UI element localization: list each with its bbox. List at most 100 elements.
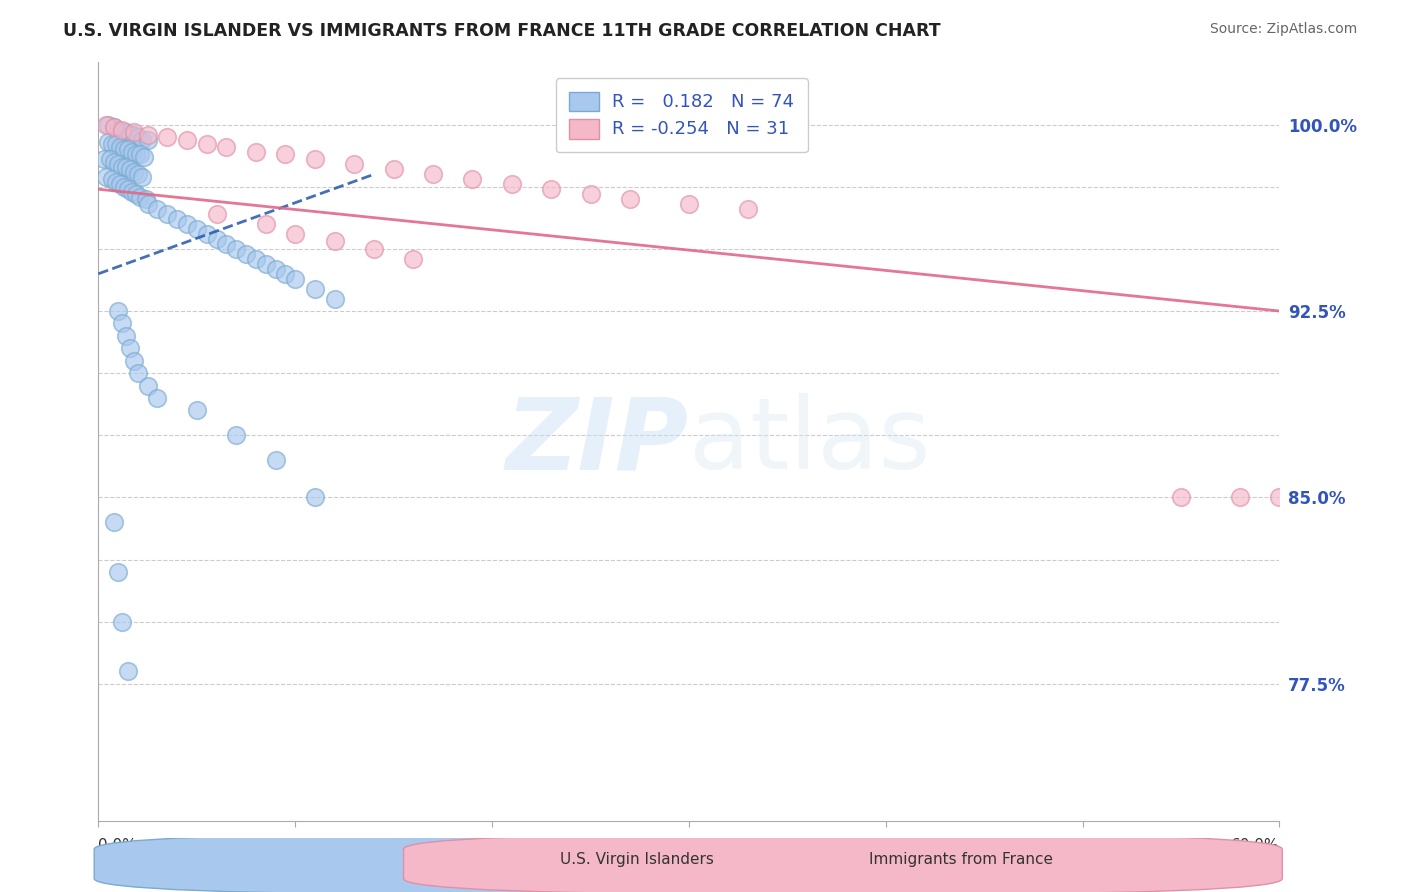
Point [136,378,159,392]
Point [195,227,218,241]
Point [127,366,149,380]
Point [579,187,602,202]
Point [284,227,307,241]
Point [103,120,125,134]
Point [343,157,366,171]
Point [186,403,208,417]
Point [101,172,124,186]
Point [304,491,326,505]
Point [121,145,143,159]
Point [111,160,134,174]
Point [132,150,155,164]
Point [225,242,247,256]
Point [186,222,208,236]
Point [235,247,257,261]
Point [176,217,198,231]
Point [245,252,267,266]
Point [225,428,247,442]
Point [619,192,641,206]
Legend: R =   0.182   N = 74, R = -0.254   N = 31: R = 0.182 N = 74, R = -0.254 N = 31 [555,78,807,152]
Point [125,147,148,161]
Point [274,267,297,281]
Point [678,197,700,211]
Point [195,137,218,152]
FancyBboxPatch shape [404,833,1282,892]
Point [264,261,287,276]
Point [501,178,523,192]
Point [98,153,121,167]
Point [146,391,169,405]
Point [382,162,405,177]
Point [540,182,562,196]
Point [96,169,118,184]
Text: U.S. VIRGIN ISLANDER VS IMMIGRANTS FROM FRANCE 11TH GRADE CORRELATION CHART: U.S. VIRGIN ISLANDER VS IMMIGRANTS FROM … [63,22,941,40]
Point [131,169,153,184]
Point [112,143,135,157]
Point [127,167,149,181]
Point [205,207,228,221]
Point [128,147,150,161]
Text: 0.0%: 0.0% [98,838,138,853]
Point [176,132,198,146]
Point [108,140,131,154]
Point [105,175,128,189]
Text: U.S. Virgin Islanders: U.S. Virgin Islanders [560,853,713,867]
Point [97,118,120,132]
Point [97,135,120,149]
Point [112,179,135,194]
Point [461,172,484,186]
FancyBboxPatch shape [94,833,973,892]
Point [254,217,277,231]
Point [254,257,277,271]
Point [101,137,124,152]
Point [127,130,149,145]
Point [156,130,179,145]
Text: ZIP: ZIP [506,393,689,490]
Point [1229,491,1251,505]
Point [131,132,153,146]
Point [111,615,134,629]
Point [107,565,129,579]
Text: Immigrants from France: Immigrants from France [869,853,1053,867]
Point [737,202,759,216]
Point [103,120,125,134]
Point [205,232,228,246]
Point [1268,491,1291,505]
Point [103,516,125,530]
Point [93,153,115,167]
Point [121,185,143,199]
Text: Source: ZipAtlas.com: Source: ZipAtlas.com [1209,22,1357,37]
Point [122,353,145,368]
Point [111,122,134,136]
Point [323,292,346,306]
Point [284,271,307,285]
Point [107,304,129,318]
Point [402,252,425,266]
Text: atlas: atlas [689,393,931,490]
Point [96,118,118,132]
Point [111,317,134,331]
Point [111,125,134,139]
Point [107,157,129,171]
Point [103,154,125,169]
Point [136,128,159,142]
Point [118,162,141,177]
Point [117,665,139,679]
Point [117,182,139,196]
Point [107,122,129,136]
Point [274,147,297,161]
Point [135,192,157,206]
Point [1170,491,1192,505]
Point [156,207,179,221]
Point [304,153,326,167]
Point [304,282,326,296]
Point [245,145,267,159]
Point [118,128,141,142]
Point [122,128,145,142]
Point [105,137,128,152]
Point [264,453,287,467]
Point [136,132,159,146]
Point [115,329,138,343]
Text: 60.0%: 60.0% [1232,838,1279,853]
Point [422,167,444,181]
